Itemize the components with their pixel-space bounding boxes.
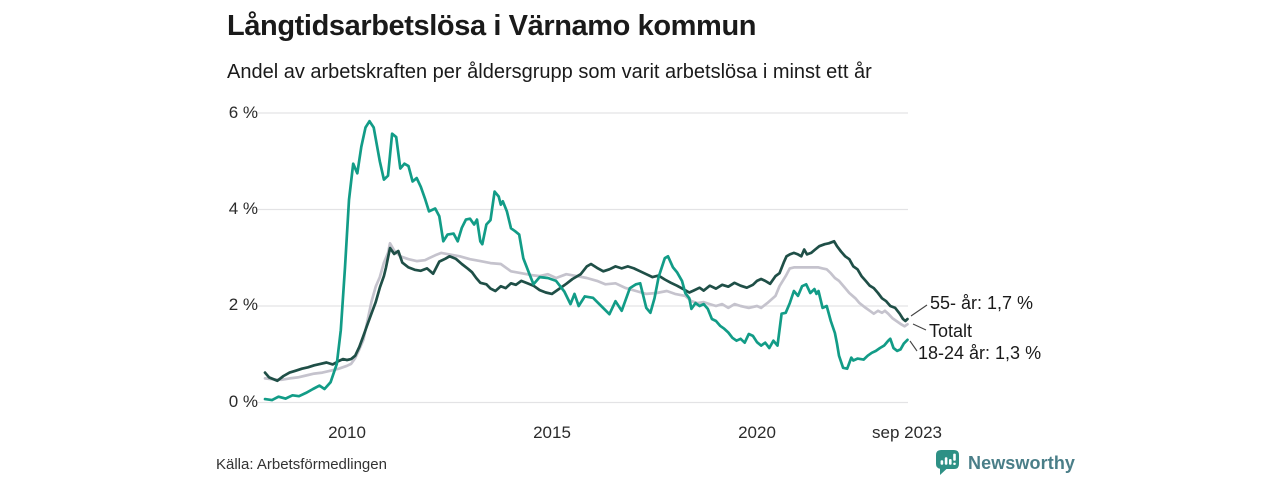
x-axis-tick-2010: 2010 (328, 423, 366, 442)
annotation-leader-1 (912, 323, 927, 331)
y-axis-tick-2: 2 % (228, 295, 258, 314)
annotation-leader-2 (909, 340, 918, 352)
annotation-leader-0 (910, 304, 928, 317)
newsworthy-wordmark: Newsworthy (968, 452, 1076, 473)
page-title: Långtidsarbetslösa i Värnamo kommun (227, 10, 757, 42)
x-axis-tick-2015: 2015 (533, 423, 571, 442)
newsworthy-logo[interactable]: Newsworthy (936, 450, 1075, 476)
series-label-totalt: Totalt (929, 321, 973, 341)
series-line-55-r (263, 239, 909, 383)
series-label-18-24-ar: 18-24 år: 1,3 % (918, 343, 1042, 363)
x-axis-tick-2020: 2020 (738, 423, 776, 442)
y-axis-tick-0: 0 % (228, 392, 258, 411)
chart-subtitle: Andel av arbetskraften per åldersgrupp s… (227, 61, 872, 83)
y-axis-tick-4: 4 % (228, 199, 258, 218)
source-credit: Källa: Arbetsförmedlingen (216, 456, 387, 473)
y-axis-tick-6: 6 % (228, 103, 258, 122)
newsworthy-chart-bubble-icon (936, 450, 959, 475)
series-line-totalt (263, 241, 909, 382)
x-axis-tick-sep-2023: sep 2023 (872, 423, 942, 442)
series-line-18-24-r (263, 119, 909, 402)
series-label-55-ar: 55- år: 1,7 % (930, 293, 1034, 313)
